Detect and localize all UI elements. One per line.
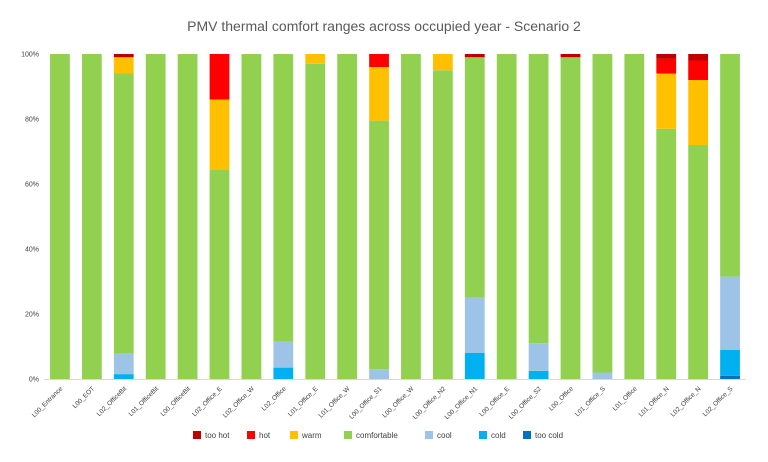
legend: too hot hot warm comfortable cool cold too col…	[193, 431, 563, 440]
y-tick-label: 20%	[25, 312, 39, 319]
bar-segment-comfortable	[432, 70, 453, 379]
bar-segment-comfortable	[528, 54, 549, 344]
x-tick-label: L00_Entrance	[31, 385, 65, 419]
y-axis: 0% 20% 40% 60% 80% 100%	[21, 52, 39, 384]
bar-segment-cool	[592, 372, 613, 379]
bar-segment-comfortable	[624, 54, 645, 379]
bar-segment-warm	[305, 54, 326, 64]
bar-segment-comfortable	[592, 54, 613, 373]
bar-segment-comfortable	[464, 57, 485, 298]
x-axis: L00_Entrance L00_EOT L02_OfficeBit L01_Offi…	[31, 379, 746, 421]
x-tick-label: L00_Office	[548, 385, 575, 412]
x-tick-label: L00_Office_W	[381, 385, 416, 420]
bar-segment-too-cold	[720, 375, 740, 379]
bar-segment-warm	[369, 67, 389, 121]
legend-swatch-cold	[479, 431, 487, 439]
bar-segment-comfortable	[369, 120, 389, 370]
bar-segment-hot	[369, 54, 389, 67]
bar-segment-comfortable	[337, 54, 358, 379]
bars	[50, 54, 740, 380]
bar-segment-comfortable	[496, 54, 517, 379]
bar-segment-too-hot	[464, 54, 485, 58]
bar-segment-comfortable	[81, 54, 102, 379]
bar-segment-too-hot	[656, 54, 677, 59]
bar-segment-comfortable	[209, 169, 230, 380]
bar-segment-hot	[656, 58, 677, 74]
x-tick-label: L00_Office_N2	[412, 385, 448, 421]
legend-swatch-too-hot	[193, 431, 201, 439]
bar-segment-comfortable	[241, 54, 262, 379]
x-tick-label: L02_Office_W	[222, 385, 257, 420]
bar-segment-too-hot	[688, 54, 709, 61]
chart-title: PMV thermal comfort ranges across occupi…	[187, 18, 581, 34]
bar-segment-too-hot	[560, 54, 581, 58]
x-tick-label: L01_Office_E	[287, 385, 320, 418]
x-tick-label: L02_Office	[261, 385, 288, 412]
legend-swatch-comfortable	[344, 431, 352, 439]
bar-segment-comfortable	[177, 54, 198, 379]
legend-label-hot: hot	[259, 431, 271, 440]
legend-label-comfortable: comfortable	[356, 431, 398, 440]
x-tick-label: L01_Office_N	[638, 385, 671, 418]
bar-segment-comfortable	[688, 145, 709, 379]
bar-segment-cold	[464, 353, 485, 379]
y-tick-label: 100%	[21, 52, 39, 59]
bar-segment-too-hot	[113, 54, 134, 58]
x-tick-label: L01_Office_S	[574, 385, 607, 418]
bar-segment-warm	[432, 54, 453, 71]
legend-label-cool: cool	[437, 431, 452, 440]
x-tick-label: L00_Office_S1	[348, 385, 384, 421]
x-tick-label: L02_Office_E	[191, 385, 224, 418]
bar-segment-comfortable	[560, 57, 581, 379]
x-tick-label: L00_Office_N1	[444, 385, 480, 421]
x-tick-label: L01_OfficeBit	[128, 385, 161, 418]
legend-label-too-hot: too hot	[205, 431, 230, 440]
bar-segment-cool	[464, 297, 485, 353]
y-tick-label: 60%	[25, 182, 39, 189]
bar-segment-cold	[273, 367, 294, 380]
x-tick-label: L01_Office_W	[318, 385, 353, 420]
bar-segment-cold	[528, 370, 549, 380]
bar-segment-cool	[113, 353, 134, 375]
bar-segment-comfortable	[401, 54, 421, 379]
x-tick-label: L02_Office_S	[702, 385, 735, 418]
x-tick-label: L01_Office	[612, 385, 639, 412]
x-tick-label: L02_OfficeBit	[96, 385, 129, 418]
bar-segment-hot	[688, 60, 709, 80]
bar-segment-hot	[209, 54, 230, 100]
bar-segment-comfortable	[145, 54, 166, 379]
y-tick-label: 80%	[25, 117, 39, 124]
x-tick-label: L00_EOT	[72, 385, 97, 410]
bar-segment-warm	[209, 99, 230, 170]
bar-segment-cool	[273, 341, 294, 368]
bar-segment-comfortable	[50, 54, 70, 379]
legend-label-too-cold: too cold	[535, 431, 563, 440]
bar-segment-comfortable	[305, 63, 326, 379]
bar-segment-warm	[113, 57, 134, 74]
bar-segment-comfortable	[273, 54, 294, 342]
x-tick-label: L00_Office_E	[478, 385, 511, 418]
legend-swatch-cool	[425, 431, 433, 439]
bar-segment-comfortable	[113, 73, 134, 353]
legend-swatch-warm	[290, 431, 298, 439]
bar-segment-cool	[528, 343, 549, 371]
bar-segment-cold	[113, 374, 134, 380]
bar-segment-cool	[720, 276, 740, 350]
legend-label-cold: cold	[491, 431, 506, 440]
y-tick-label: 40%	[25, 247, 39, 254]
legend-label-warm: warm	[301, 431, 322, 440]
x-tick-label: L02_Office_N	[670, 385, 703, 418]
bar-segment-warm	[656, 73, 677, 129]
legend-swatch-too-cold	[523, 431, 531, 439]
legend-swatch-hot	[247, 431, 255, 439]
bar-segment-cool	[369, 369, 389, 379]
y-tick-label: 0%	[29, 377, 39, 384]
x-tick-label: L00_Office_S2	[508, 385, 544, 421]
x-tick-label: L00_OfficeBit	[160, 385, 193, 418]
bar-segment-warm	[688, 80, 709, 145]
bar-segment-comfortable	[656, 128, 677, 379]
bar-segment-comfortable	[720, 54, 740, 277]
bar-segment-cold	[720, 349, 740, 376]
